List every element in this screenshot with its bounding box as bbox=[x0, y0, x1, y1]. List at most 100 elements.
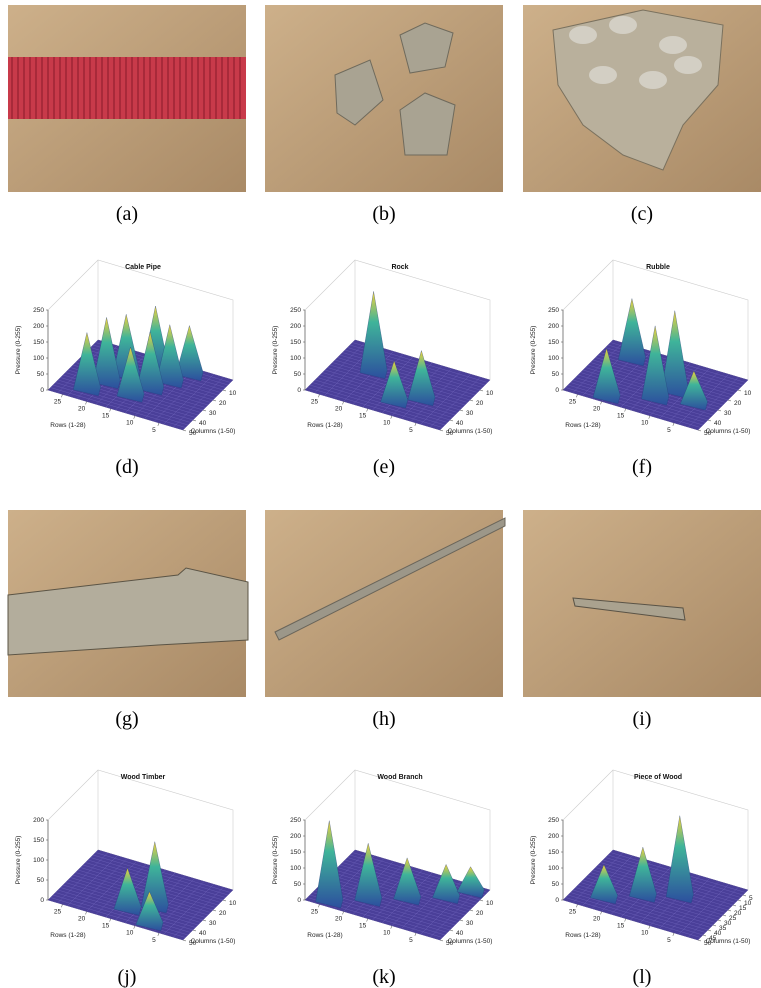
caption: (j) bbox=[118, 966, 137, 988]
row-tick bbox=[390, 925, 393, 929]
y-label: Rows (1-28) bbox=[565, 932, 600, 939]
row-tick bbox=[414, 932, 417, 936]
mesh-line bbox=[57, 852, 108, 903]
z-label: Pressure (0-255) bbox=[15, 326, 22, 375]
column-tick bbox=[697, 939, 702, 942]
mesh-line bbox=[688, 377, 739, 428]
row-tick bbox=[318, 394, 320, 398]
z-tick-label: 50 bbox=[294, 881, 302, 888]
z-tick-label: 200 bbox=[33, 817, 44, 824]
z-tick-label: 150 bbox=[548, 339, 559, 346]
z-tick-label: 50 bbox=[294, 371, 302, 378]
column-tick-label: 20 bbox=[476, 400, 484, 407]
surface-peak bbox=[590, 864, 618, 905]
column-tick bbox=[439, 939, 444, 942]
column-tick-label: 30 bbox=[209, 410, 217, 417]
stone bbox=[639, 71, 667, 89]
row-tick-label: 25 bbox=[54, 908, 62, 915]
rock bbox=[334, 59, 384, 126]
column-tick-label: 10 bbox=[486, 900, 494, 907]
plot-panel: 0501001502002505101520251020304050Rubble… bbox=[530, 259, 752, 478]
photo-panel: (h) bbox=[265, 510, 506, 730]
column-tick-label: 30 bbox=[466, 410, 474, 417]
x-label: Columns (1-50) bbox=[191, 428, 236, 435]
z-tick-label: 50 bbox=[552, 371, 560, 378]
plot-title: Rubble bbox=[646, 264, 670, 271]
photo bbox=[523, 510, 761, 697]
plot-panel: 0501001502002505101520255101520253035404… bbox=[530, 769, 753, 988]
column-tick-label: 25 bbox=[729, 915, 737, 922]
photo-panel: (i) bbox=[523, 510, 761, 730]
row-tick bbox=[366, 408, 368, 412]
z-tick-label: 250 bbox=[290, 307, 301, 314]
column-tick-label: 40 bbox=[714, 930, 722, 937]
x-label: Columns (1-50) bbox=[706, 428, 751, 435]
row-tick-label: 5 bbox=[409, 937, 413, 944]
surface-peak bbox=[92, 317, 121, 389]
mesh-line bbox=[420, 374, 471, 425]
z-label: Pressure (0-255) bbox=[530, 326, 537, 375]
mesh-line bbox=[688, 887, 739, 938]
x-label: Columns (1-50) bbox=[448, 938, 493, 945]
row-tick bbox=[672, 932, 675, 936]
surface-peak bbox=[359, 291, 388, 379]
surface-peak bbox=[73, 332, 101, 397]
column-tick bbox=[717, 919, 722, 922]
row-tick-label: 5 bbox=[152, 937, 156, 944]
photo-panel: (b) bbox=[265, 5, 503, 225]
column-tick-label: 10 bbox=[744, 390, 752, 397]
row-tick-label: 10 bbox=[126, 420, 134, 427]
row-tick-label: 5 bbox=[152, 427, 156, 434]
column-tick bbox=[479, 389, 484, 392]
plot-title: Piece of Wood bbox=[634, 774, 682, 781]
z-tick-label: 250 bbox=[290, 817, 301, 824]
z-label: Pressure (0-255) bbox=[272, 326, 279, 375]
mesh-line bbox=[163, 884, 214, 935]
mesh-line bbox=[163, 374, 214, 425]
mesh-line bbox=[430, 377, 481, 428]
mesh-line bbox=[678, 884, 729, 935]
z-tick-label: 0 bbox=[555, 387, 559, 394]
z-tick-label: 50 bbox=[552, 881, 560, 888]
surface-peak bbox=[680, 370, 708, 411]
mesh-line bbox=[562, 849, 614, 901]
surface-peak bbox=[155, 324, 184, 389]
column-tick-label: 20 bbox=[734, 400, 742, 407]
mesh-line bbox=[182, 379, 234, 431]
row-tick bbox=[133, 415, 136, 419]
stone bbox=[609, 16, 637, 34]
surface-peak bbox=[354, 843, 383, 907]
x-label: Columns (1-50) bbox=[448, 428, 493, 435]
plot-panel: 0501001502002505101520251020304050RockPr… bbox=[272, 259, 494, 478]
surface-peak bbox=[629, 846, 657, 903]
row-tick-label: 15 bbox=[102, 413, 110, 420]
row-tick-label: 25 bbox=[569, 398, 577, 405]
column-tick bbox=[737, 389, 742, 392]
photo-panel: (a) bbox=[8, 5, 246, 225]
mesh-line bbox=[410, 371, 462, 422]
column-tick-label: 15 bbox=[739, 905, 747, 912]
caption: (e) bbox=[373, 456, 395, 478]
column-tick bbox=[697, 429, 702, 432]
row-tick-label: 25 bbox=[569, 908, 577, 915]
surface-peak bbox=[315, 820, 344, 909]
surface-peak bbox=[113, 867, 142, 916]
row-tick-label: 15 bbox=[102, 923, 110, 930]
caption: (h) bbox=[372, 708, 395, 730]
row-tick bbox=[648, 925, 651, 929]
row-tick bbox=[133, 925, 136, 929]
caption: (a) bbox=[116, 203, 138, 225]
column-tick-label: 35 bbox=[719, 925, 727, 932]
z-tick-label: 250 bbox=[548, 307, 559, 314]
z-tick-label: 200 bbox=[548, 323, 559, 330]
row-tick bbox=[366, 918, 368, 922]
column-tick bbox=[182, 939, 187, 942]
surface-peak bbox=[618, 298, 646, 367]
column-tick bbox=[732, 904, 737, 907]
mesh-line bbox=[562, 339, 614, 391]
row-tick bbox=[61, 394, 63, 398]
plot-title: Wood Timber bbox=[121, 774, 166, 781]
rock bbox=[399, 22, 454, 74]
